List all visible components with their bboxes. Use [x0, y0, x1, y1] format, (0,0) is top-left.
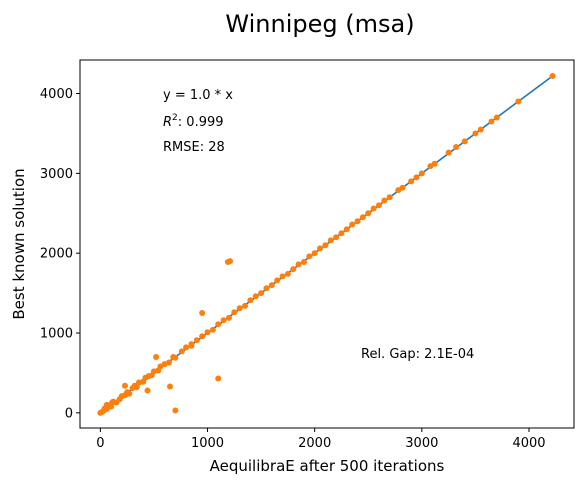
- data-point: [515, 98, 522, 105]
- data-point: [225, 314, 232, 321]
- data-point: [126, 390, 133, 397]
- data-point: [549, 72, 556, 79]
- data-point: [209, 326, 216, 333]
- data-point: [300, 258, 307, 265]
- data-point: [103, 401, 110, 408]
- data-point: [178, 348, 185, 355]
- axis-ticks: 0 1000 2000 3000 4000 0 1000 2000 3000 4000: [40, 87, 546, 451]
- rmse-annotation: RMSE: 28: [163, 140, 225, 155]
- data-point: [224, 258, 231, 265]
- plot-frame: [79, 59, 575, 429]
- data-point: [153, 353, 160, 360]
- data-point: [413, 174, 420, 181]
- data-point: [144, 387, 151, 394]
- data-point: [386, 194, 393, 201]
- data-point: [284, 270, 291, 277]
- data-point: [167, 383, 174, 390]
- data-point: [274, 277, 281, 284]
- data-point: [472, 130, 479, 137]
- data-point: [183, 344, 190, 351]
- data-point: [306, 253, 313, 260]
- data-point: [252, 293, 259, 300]
- x-tick-label: 3000: [405, 436, 438, 451]
- data-point: [268, 282, 275, 289]
- data-point: [204, 329, 211, 336]
- data-point: [263, 285, 270, 292]
- data-point: [165, 359, 172, 366]
- data-point: [354, 218, 361, 225]
- data-point: [488, 118, 495, 125]
- x-tick-label: 1000: [191, 436, 224, 451]
- data-point: [493, 114, 500, 121]
- data-point: [418, 170, 425, 177]
- data-point: [453, 144, 460, 151]
- data-point: [317, 245, 324, 252]
- data-point: [431, 160, 438, 167]
- data-point: [290, 266, 297, 273]
- data-point: [188, 341, 195, 348]
- data-point: [122, 382, 129, 389]
- data-point: [445, 149, 452, 156]
- data-point: [408, 178, 415, 185]
- data-point: [338, 230, 345, 237]
- r2-annotation: R2: 0.999: [163, 113, 224, 130]
- data-point: [231, 309, 238, 316]
- data-point: [193, 337, 200, 344]
- y-tick-label: 0: [65, 406, 73, 421]
- x-tick-label: 4000: [512, 436, 545, 451]
- data-point: [199, 333, 206, 340]
- data-point: [215, 321, 222, 328]
- data-point: [375, 202, 382, 209]
- data-point: [477, 126, 484, 133]
- data-point: [236, 305, 243, 312]
- data-point: [295, 261, 302, 268]
- data-point: [349, 221, 356, 228]
- data-point: [279, 273, 286, 280]
- data-point: [311, 250, 318, 257]
- data-point: [359, 214, 366, 221]
- data-point: [215, 375, 222, 382]
- data-point: [247, 297, 254, 304]
- data-point: [365, 210, 372, 217]
- plot-area: [97, 72, 556, 416]
- data-point: [322, 242, 329, 249]
- data-point: [370, 205, 377, 212]
- rel-gap-annotation: Rel. Gap: 2.1E-04: [361, 347, 474, 362]
- data-point: [109, 399, 116, 406]
- y-tick-label: 2000: [40, 247, 73, 262]
- data-point: [399, 184, 406, 191]
- data-point: [381, 197, 388, 204]
- data-point: [461, 138, 468, 145]
- data-point: [199, 310, 206, 317]
- data-point: [172, 407, 179, 414]
- chart-title: Winnipeg (msa): [225, 10, 414, 38]
- x-axis-label: AequilibraE after 500 iterations: [210, 457, 445, 475]
- equation-annotation: y = 1.0 * x: [163, 88, 233, 103]
- data-point: [242, 302, 249, 309]
- y-tick-label: 3000: [40, 167, 73, 182]
- data-point: [133, 384, 140, 391]
- data-point: [333, 234, 340, 241]
- data-point: [343, 226, 350, 233]
- data-point: [220, 317, 227, 324]
- data-point: [327, 237, 334, 244]
- x-tick-label: 0: [96, 436, 104, 451]
- y-tick-label: 4000: [40, 87, 73, 102]
- data-point: [172, 354, 179, 361]
- x-tick-label: 2000: [298, 436, 331, 451]
- y-tick-label: 1000: [40, 327, 73, 342]
- y-axis-label: Best known solution: [10, 168, 28, 319]
- data-point: [258, 290, 265, 297]
